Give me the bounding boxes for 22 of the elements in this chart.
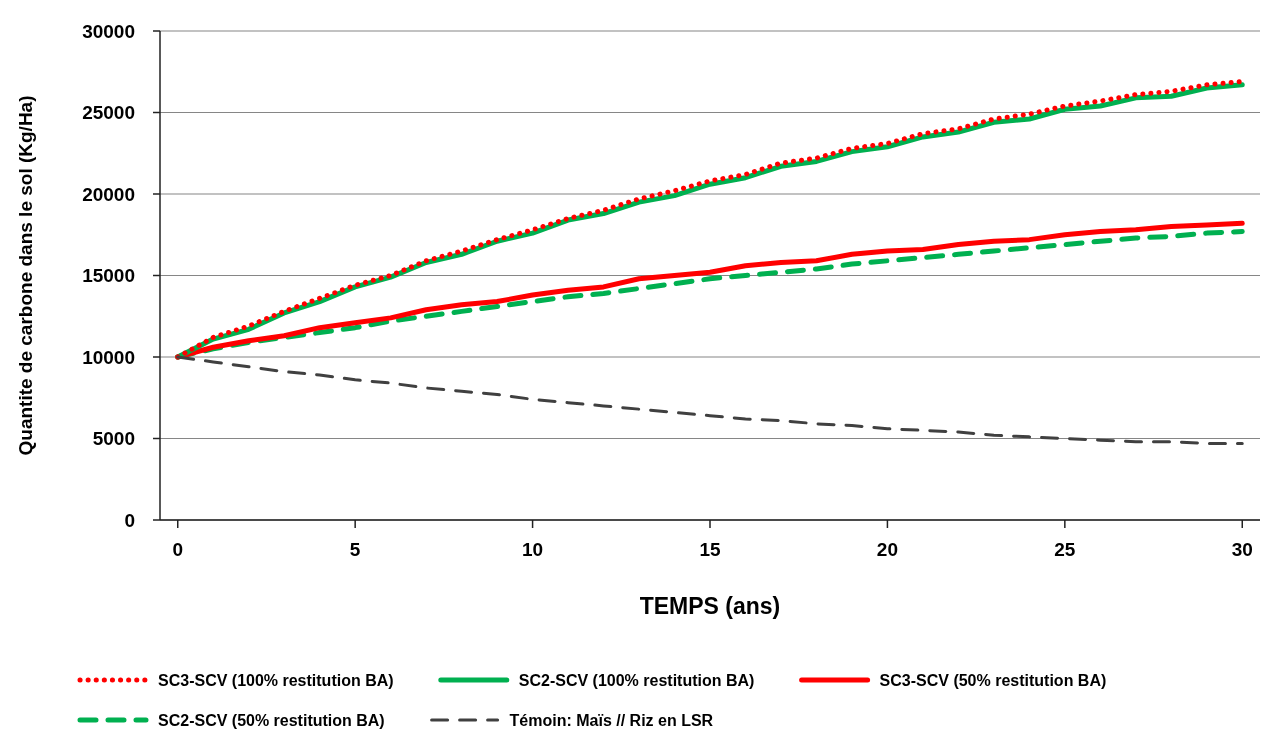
y-tick-label: 10000 <box>82 346 135 368</box>
y-tick-label: 25000 <box>82 102 135 124</box>
x-tick-label: 25 <box>1054 539 1076 560</box>
legend-label: SC3-SCV (50% restitution BA) <box>879 671 1107 689</box>
x-tick-label: 15 <box>699 539 721 560</box>
legend-label: SC3-SCV (100% restitution BA) <box>158 671 394 689</box>
x-tick-label: 20 <box>876 539 898 560</box>
x-axis-title: TEMPS (ans) <box>639 593 781 619</box>
line-series <box>176 355 1244 445</box>
y-tick-label: 15000 <box>82 265 135 287</box>
x-tick-label: 10 <box>522 539 544 560</box>
legend-label: SC2-SCV (50% restitution BA) <box>158 711 385 729</box>
x-tick-label: 5 <box>349 539 361 560</box>
y-tick-label: 30000 <box>82 20 135 42</box>
y-axis-title: Quantite de carbone dans le sol (Kg/Ha) <box>15 95 36 456</box>
y-tick-label: 5000 <box>92 428 135 450</box>
y-tick-label: 0 <box>124 509 135 531</box>
x-tick-label: 30 <box>1231 539 1253 560</box>
x-tick-label: 0 <box>172 539 184 560</box>
legend-label: Témoin: Maïs // Riz en LSR <box>509 711 714 729</box>
y-tick-label: 20000 <box>82 183 135 205</box>
legend-label: SC2-SCV (100% restitution BA) <box>518 671 755 689</box>
